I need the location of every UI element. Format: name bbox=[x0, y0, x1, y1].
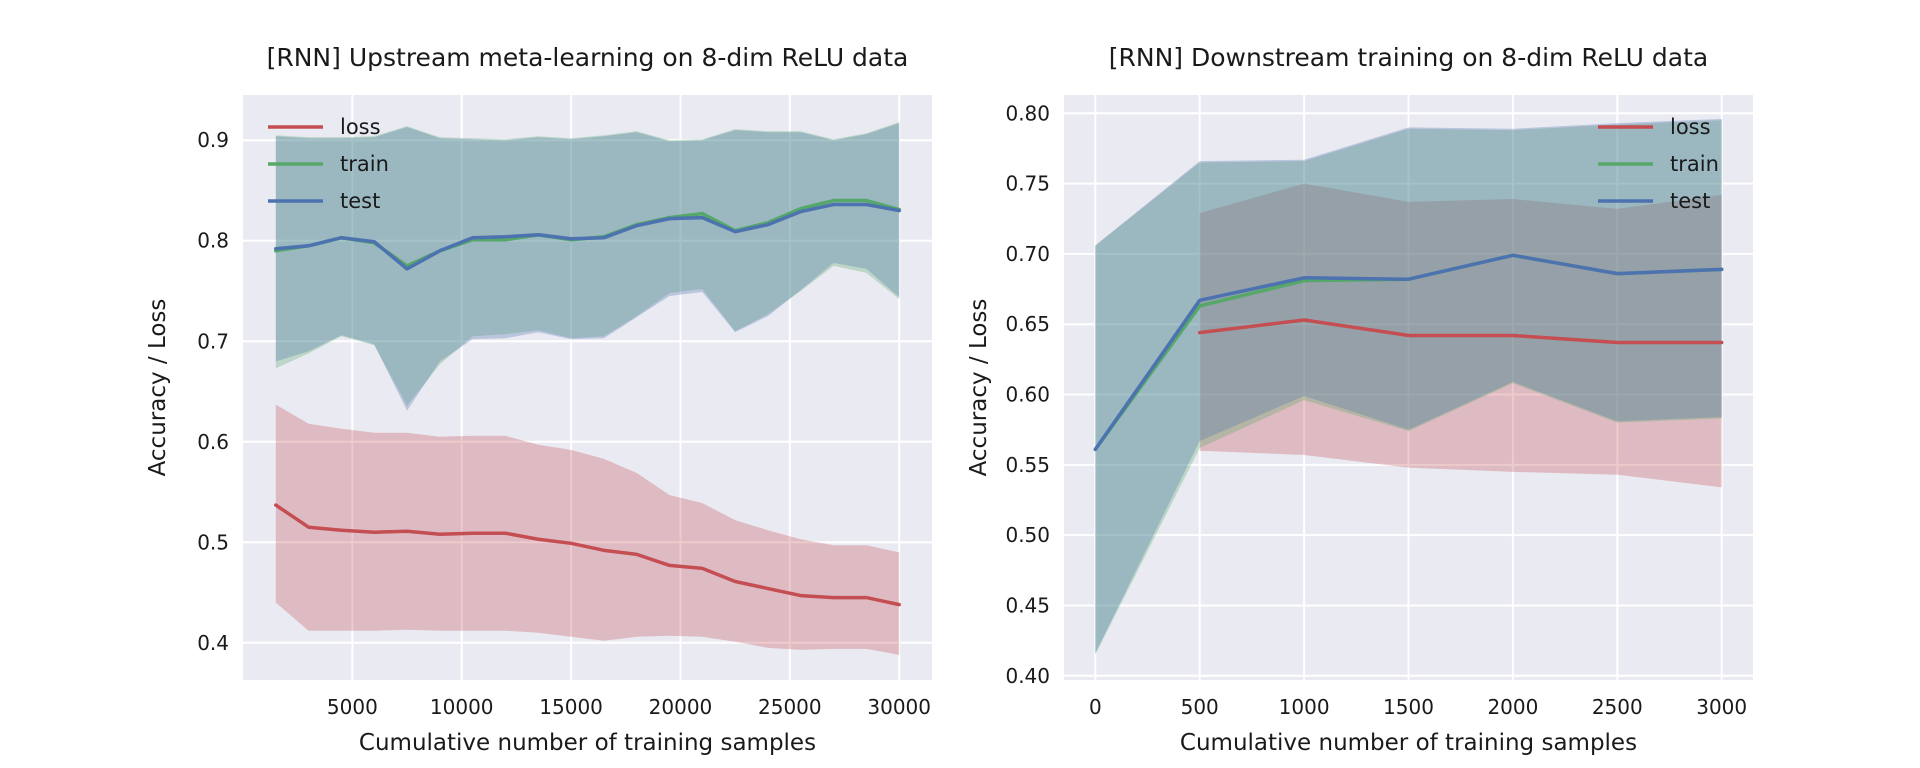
line-test bbox=[1093, 253, 1724, 452]
y-tick-label: 0.40 bbox=[1005, 664, 1050, 688]
line-test bbox=[274, 202, 901, 271]
series-lines bbox=[1093, 253, 1724, 452]
plot-area bbox=[243, 95, 932, 680]
legend-label-train: train bbox=[1670, 152, 1719, 176]
line-loss bbox=[1197, 318, 1724, 345]
y-tick-label: 0.9 bbox=[197, 128, 229, 152]
legend-label-loss: loss bbox=[1670, 115, 1711, 139]
x-tick-label: 2500 bbox=[1592, 695, 1643, 719]
x-axis-label: Cumulative number of training samples bbox=[1180, 730, 1637, 756]
band-test bbox=[1095, 118, 1722, 654]
confidence-bands bbox=[275, 122, 900, 655]
band-train bbox=[1095, 120, 1722, 655]
legend: loss train test bbox=[268, 115, 389, 213]
y-tick-label: 0.70 bbox=[1005, 242, 1050, 266]
x-axis-label: Cumulative number of training samples bbox=[359, 730, 816, 756]
y-tick-label: 0.80 bbox=[1005, 101, 1050, 125]
legend-label-test: test bbox=[340, 189, 380, 213]
x-tick-label: 1500 bbox=[1383, 695, 1434, 719]
x-tick-label: 10000 bbox=[430, 695, 494, 719]
y-tick-label: 0.75 bbox=[1005, 172, 1050, 196]
x-tick-label: 20000 bbox=[649, 695, 713, 719]
x-tick-label: 3000 bbox=[1696, 695, 1747, 719]
band-loss bbox=[275, 404, 900, 655]
x-tick-label: 0 bbox=[1089, 695, 1102, 719]
x-tick-label: 2000 bbox=[1487, 695, 1538, 719]
y-tick-label: 0.45 bbox=[1005, 593, 1050, 617]
y-tick-label: 0.7 bbox=[197, 329, 229, 353]
y-tick-label: 0.8 bbox=[197, 229, 229, 253]
band-train bbox=[275, 122, 900, 406]
legend-label-loss: loss bbox=[340, 115, 381, 139]
y-tick-label: 0.5 bbox=[197, 530, 229, 554]
legend-label-train: train bbox=[340, 152, 389, 176]
x-tick-label: 15000 bbox=[539, 695, 603, 719]
y-tick-label: 0.55 bbox=[1005, 453, 1050, 477]
chart-2: 0 500 1000 1500 2000 2500 3000 0.40 0.45 0.50 0.55… bbox=[966, 43, 1753, 756]
y-tick-label: 0.50 bbox=[1005, 523, 1050, 547]
band-test bbox=[275, 123, 900, 411]
y-tick-label: 0.60 bbox=[1005, 383, 1050, 407]
x-tick-label: 30000 bbox=[867, 695, 931, 719]
y-tick-label: 0.65 bbox=[1005, 312, 1050, 336]
series-lines bbox=[274, 198, 901, 607]
line-loss bbox=[274, 503, 901, 607]
legend-label-test: test bbox=[1670, 189, 1710, 213]
x-tick-label: 1000 bbox=[1279, 695, 1330, 719]
confidence-bands bbox=[1095, 118, 1722, 655]
y-tick-label: 0.4 bbox=[197, 631, 229, 655]
x-tick-label: 5000 bbox=[327, 695, 378, 719]
legend: loss train test bbox=[1598, 115, 1719, 213]
x-tick-label: 25000 bbox=[758, 695, 822, 719]
x-tick-label: 500 bbox=[1181, 695, 1219, 719]
y-axis-label: Accuracy / Loss bbox=[145, 299, 171, 477]
chart-title: [RNN] Upstream meta-learning on 8-dim Re… bbox=[267, 43, 909, 72]
chart-1: 5000 10000 15000 20000 25000 30000 0.4 0.5 0.6 0.… bbox=[145, 43, 932, 756]
y-tick-label: 0.6 bbox=[197, 430, 229, 454]
chart-title: [RNN] Downstream training on 8-dim ReLU … bbox=[1109, 43, 1708, 72]
y-axis-label: Accuracy / Loss bbox=[966, 299, 992, 477]
